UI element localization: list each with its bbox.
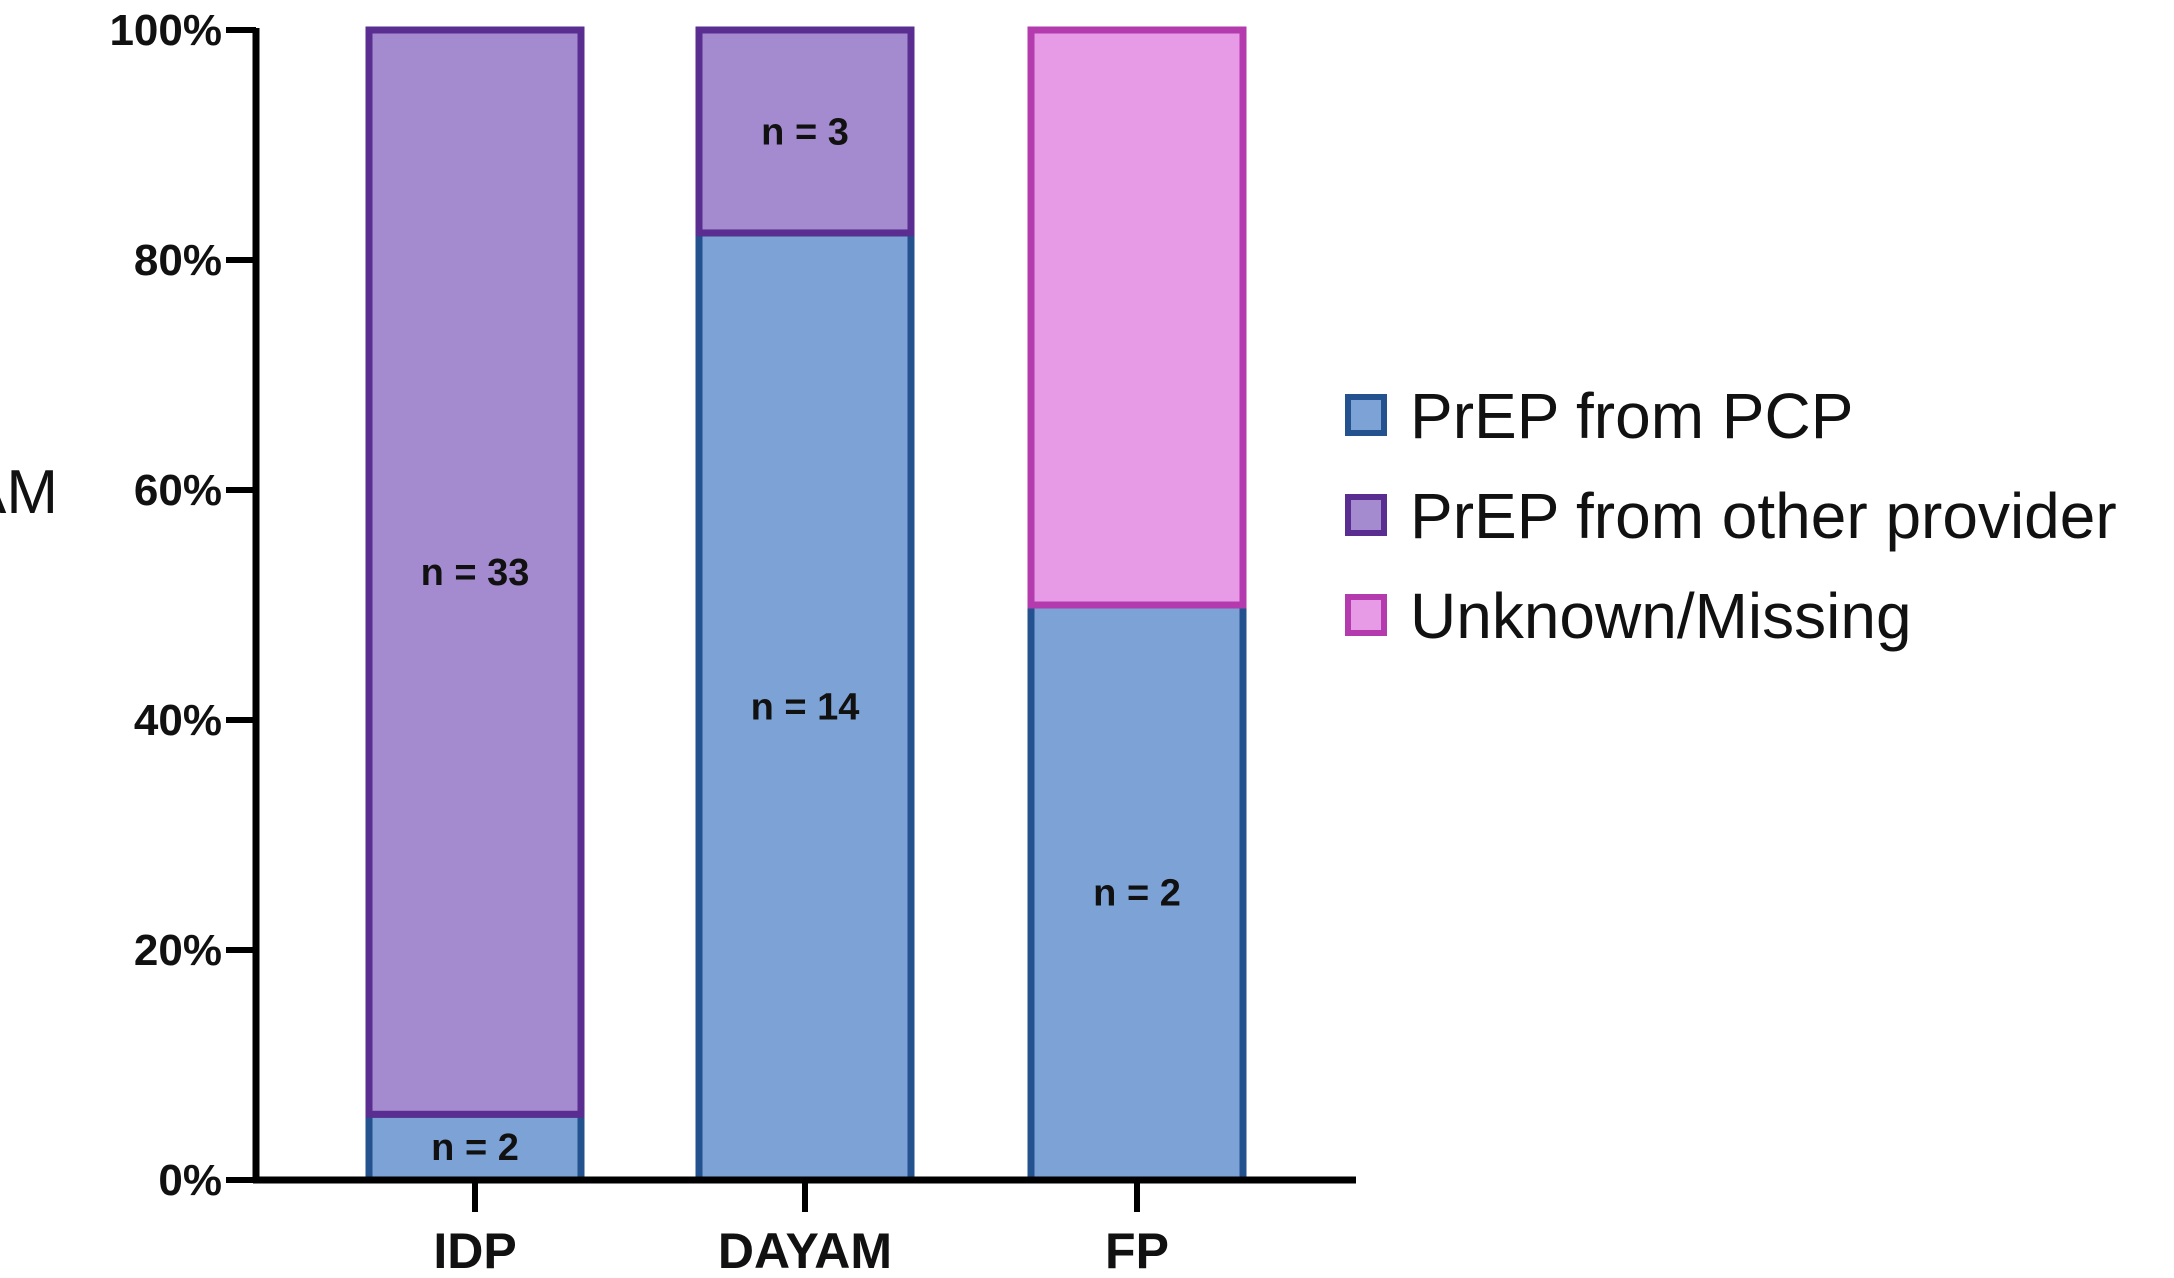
segment-label-fp-prep-from-pcp: n = 2 — [1093, 873, 1181, 915]
segment-label-dayam-prep-from-other-provider: n = 3 — [761, 111, 849, 153]
legend-swatch-prep-from-pcp — [1345, 394, 1387, 436]
bar-segment-dayam-prep-from-other-provider — [695, 26, 915, 237]
legend-label-prep-from-other-provider: PrEP from other provider — [1410, 480, 2117, 552]
segment-label-idp-prep-from-pcp: n = 2 — [431, 1127, 519, 1169]
segment-label-dayam-prep-from-pcp: n = 14 — [751, 686, 860, 728]
legend-swatch-unknown-missing — [1345, 594, 1387, 636]
legend-label-unknown-missing: Unknown/Missing — [1410, 580, 1912, 652]
segment-label-idp-prep-from-other-provider: n = 33 — [421, 552, 530, 594]
y-tick-label-20: 20% — [134, 926, 222, 975]
axes-group: 0% 20% 40% 60% 80% 100% IDP DAYAM FP — [109, 6, 1356, 1278]
bar-segment-fp-unknown-missing — [1027, 26, 1247, 609]
legend-swatch-prep-from-other-provider — [1345, 494, 1387, 536]
legend-label-prep-from-pcp: PrEP from PCP — [1410, 380, 1853, 452]
x-tick-label-idp: IDP — [433, 1223, 516, 1278]
y-axis-label-fragment: AM — [0, 458, 58, 527]
y-tick-label-0: 0% — [158, 1156, 222, 1205]
legend: PrEP from PCP PrEP from other provider Unk… — [1345, 380, 2117, 652]
y-tick-label-100: 100% — [109, 6, 222, 55]
x-tick-label-dayam: DAYAM — [718, 1223, 892, 1278]
y-tick-label-60: 60% — [134, 466, 222, 515]
bars-group: n = 2 n = 33 n = 14 n = 3 n = 2 — [365, 26, 1247, 1184]
y-tick-label-40: 40% — [134, 696, 222, 745]
y-tick-label-80: 80% — [134, 236, 222, 285]
x-tick-label-fp: FP — [1105, 1223, 1169, 1278]
bar-segment-idp-prep-from-other-provider — [365, 26, 585, 1118]
